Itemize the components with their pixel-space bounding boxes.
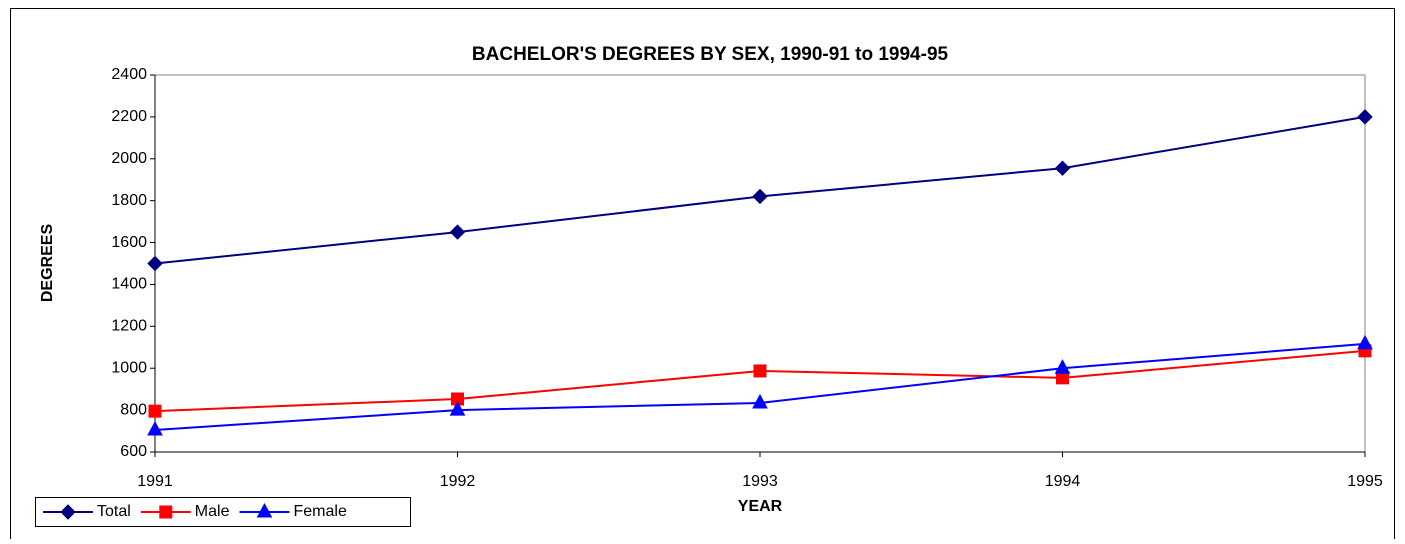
marker	[147, 420, 163, 436]
y-tick-label: 1600	[111, 234, 147, 251]
marker	[1357, 334, 1373, 350]
marker	[449, 401, 466, 416]
legend-label: Male	[195, 503, 230, 520]
y-tick-label: 2000	[111, 150, 147, 167]
chart-title: BACHELOR'S DEGREES BY SEX, 1990-91 to 19…	[472, 44, 949, 65]
legend-marker	[60, 504, 76, 520]
y-tick-label: 1800	[111, 192, 147, 209]
marker	[1054, 160, 1071, 176]
x-tick-label: 1991	[137, 473, 173, 490]
x-tick-label: 1992	[440, 473, 476, 490]
x-tick-label: 1995	[1347, 473, 1383, 490]
marker	[752, 393, 768, 409]
y-tick-label: 800	[120, 401, 147, 418]
marker	[1054, 359, 1071, 374]
marker	[752, 188, 768, 205]
x-axis-title: YEAR	[738, 498, 783, 515]
y-tick-label: 600	[120, 443, 147, 460]
x-tick-label: 1993	[742, 473, 778, 490]
y-tick-label: 2400	[111, 66, 147, 83]
y-tick-label: 1000	[111, 359, 147, 376]
legend-label: Total	[97, 503, 131, 520]
legend-marker	[159, 505, 173, 519]
marker	[449, 224, 466, 240]
marker	[1357, 109, 1373, 125]
marker	[148, 404, 162, 418]
x-tick-label: 1994	[1045, 473, 1081, 490]
chart-frame	[10, 8, 1395, 544]
marker	[753, 364, 767, 378]
legend-marker	[256, 502, 273, 518]
marker	[147, 255, 163, 272]
legend-box	[35, 497, 411, 527]
y-tick-label: 1400	[111, 276, 147, 293]
series-line	[154, 342, 1366, 432]
y-tick-label: 2200	[111, 108, 147, 125]
legend-label: Female	[293, 503, 346, 520]
y-tick-label: 1200	[111, 318, 147, 335]
y-axis-title: DEGREES	[39, 224, 56, 303]
